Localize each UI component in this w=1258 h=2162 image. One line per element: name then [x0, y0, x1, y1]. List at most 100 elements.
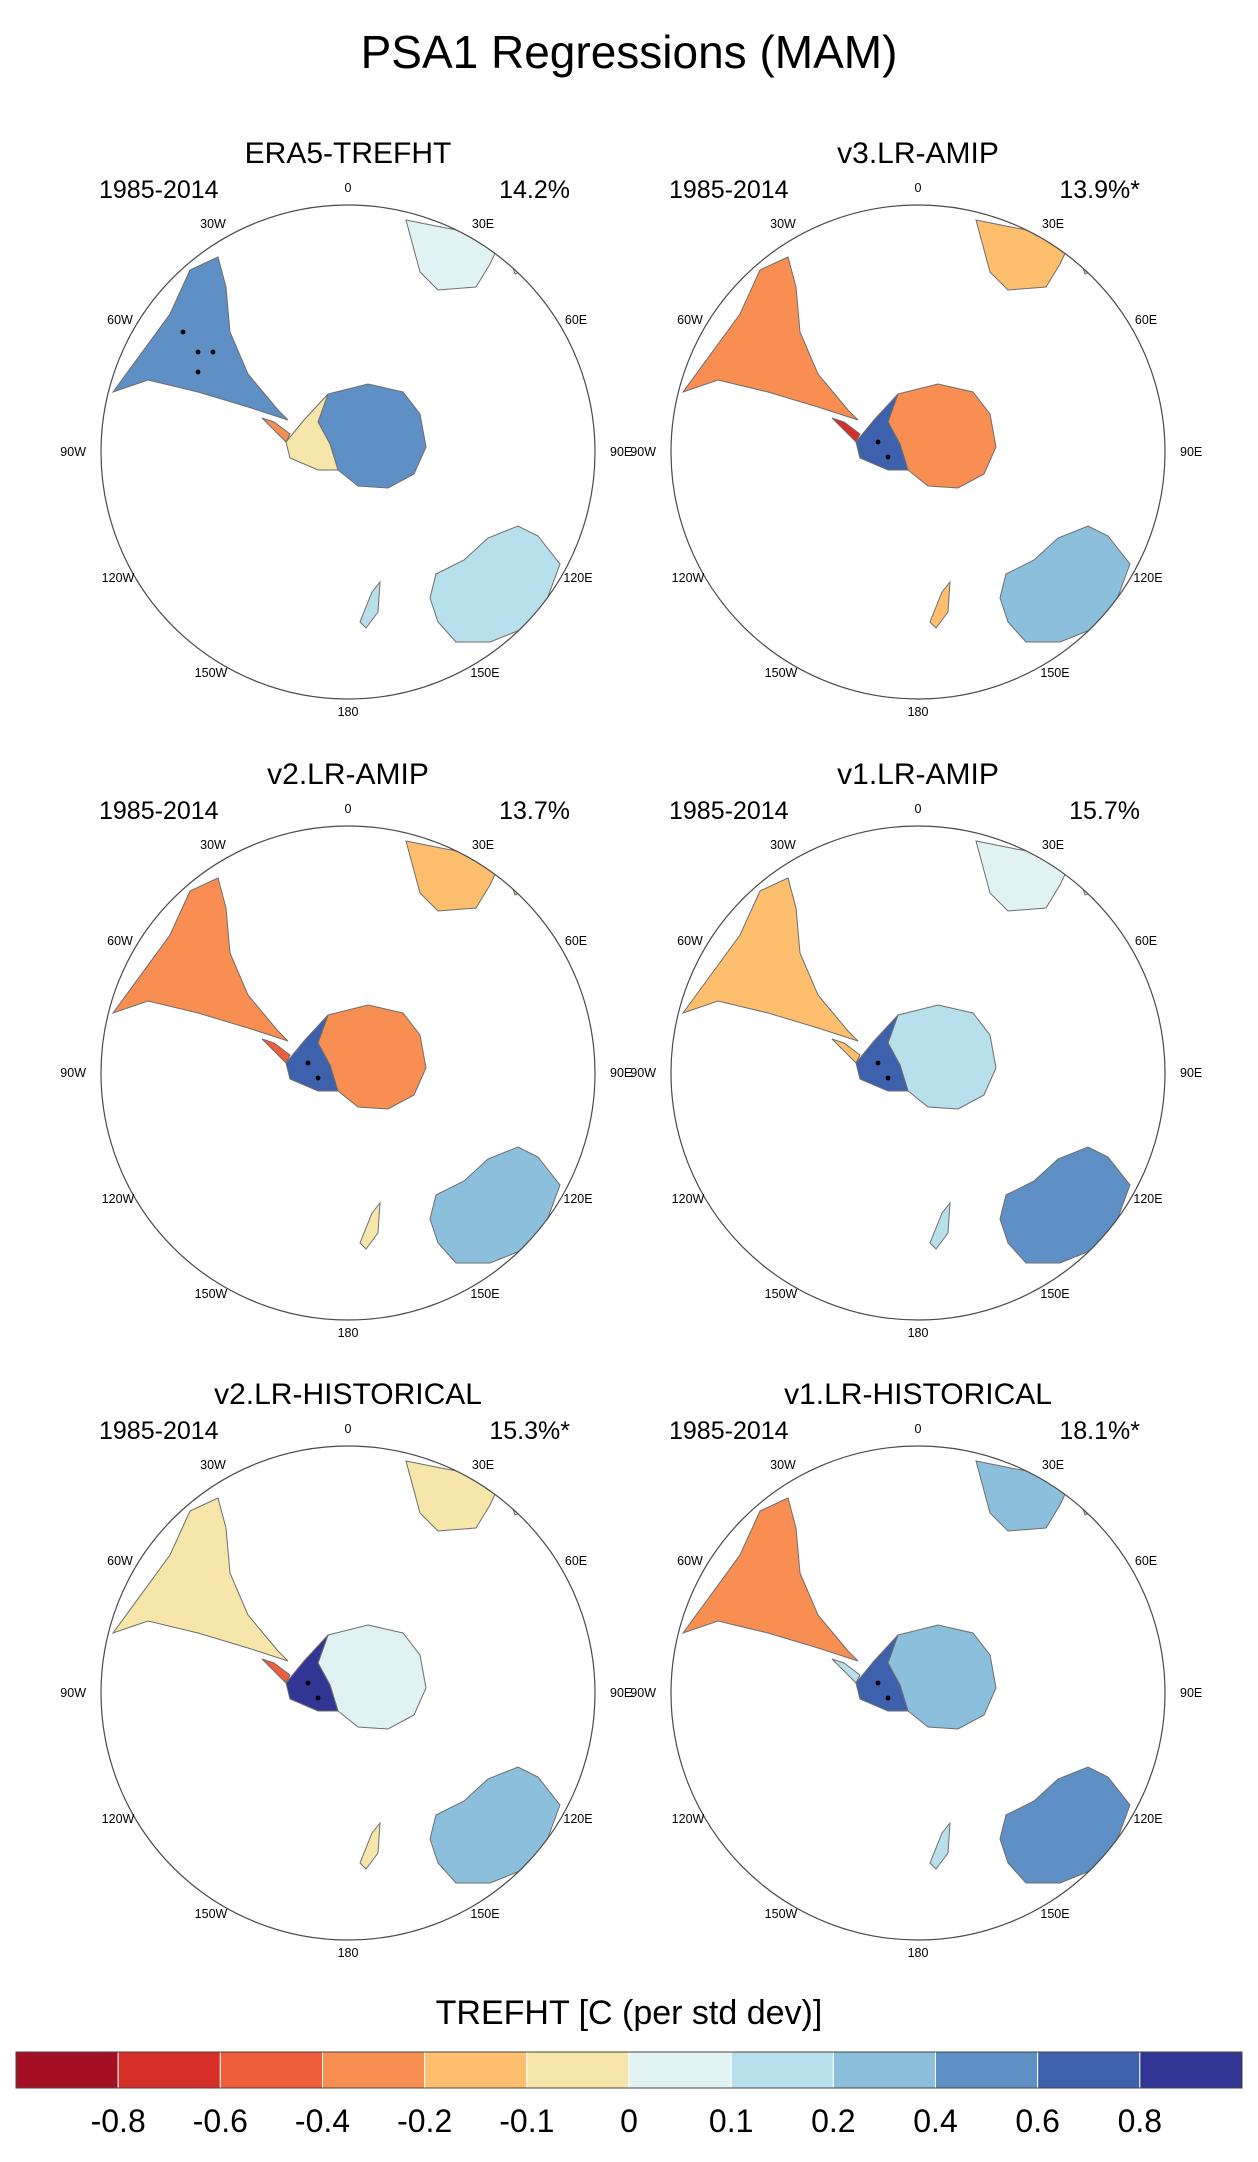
longitude-label: 90E	[1180, 1066, 1202, 1080]
longitude-label: 30W	[200, 217, 226, 231]
longitude-label: 90E	[610, 445, 632, 459]
colorbar-swatch	[322, 2051, 426, 2089]
longitude-label: 120W	[672, 1812, 705, 1826]
region-antarctica-east	[317, 1004, 427, 1110]
colorbar: TREFHT [C (per std dev)] -0.8 -0.6 -0.4 -0.…	[15, 1994, 1243, 2139]
map-panel-1: ERA5-TREFHT 1985-2014 14.2% 0 30E 60E 90E 120E 1…	[60, 137, 632, 719]
significance-dot	[875, 439, 881, 445]
longitude-label: 150E	[470, 1287, 499, 1301]
longitude-label: 0	[915, 802, 922, 816]
colorbar-swatch	[15, 2051, 119, 2089]
longitude-label: 90W	[60, 1066, 86, 1080]
colorbar-label: TREFHT [C (per std dev)]	[436, 1994, 823, 2032]
longitude-label: 90W	[630, 1066, 656, 1080]
map-panel-5: v2.LR-HISTORICAL 1985-2014 15.3%* 0 30E 60E 90…	[60, 1378, 632, 1960]
longitude-label: 90W	[630, 1686, 656, 1700]
longitude-label: 30E	[472, 217, 494, 231]
land-fields	[111, 840, 561, 1264]
panel-title: v1.LR-AMIP	[837, 758, 999, 791]
map-boundary	[670, 825, 1166, 1321]
longitude-label: 60E	[565, 1554, 587, 1568]
longitude-label: 120E	[563, 1812, 592, 1826]
region-new-zealand	[929, 1201, 951, 1250]
region-antarctica-west	[855, 1634, 909, 1712]
panel-period: 1985-2014	[99, 797, 219, 825]
panel-title: v2.LR-AMIP	[267, 758, 429, 791]
longitude-label: 30E	[472, 838, 494, 852]
region-antarctica-west	[855, 1014, 909, 1092]
longitude-label: 120E	[563, 1192, 592, 1206]
longitude-label: 0	[345, 1422, 352, 1436]
longitude-label: 120W	[102, 1192, 135, 1206]
region-new-zealand	[929, 1821, 951, 1870]
colorbar-tick-label: -0.4	[295, 2103, 350, 2139]
panel-period: 1985-2014	[99, 1417, 219, 1445]
map-boundary	[100, 204, 596, 700]
land-fields	[681, 840, 1131, 1264]
region-madagascar	[1080, 874, 1099, 896]
longitude-label: 180	[338, 1946, 359, 1960]
significance-dot	[875, 1680, 881, 1686]
longitude-label: 180	[908, 705, 929, 719]
longitude-label: 90W	[630, 445, 656, 459]
longitude-label: 30W	[770, 217, 796, 231]
region-madagascar	[510, 253, 529, 275]
longitude-label: 90E	[610, 1066, 632, 1080]
longitude-label: 120W	[672, 1192, 705, 1206]
region-australia	[999, 525, 1131, 643]
colorbar-tick-label: 0.4	[913, 2103, 957, 2139]
region-madagascar	[510, 1494, 529, 1516]
map-panel-2: v3.LR-AMIP 1985-2014 13.9%* 0 30E 60E 90E 120E 1…	[630, 137, 1202, 719]
panel-title: v1.LR-HISTORICAL	[784, 1378, 1052, 1411]
longitude-label: 150W	[765, 666, 798, 680]
region-madagascar	[1080, 1494, 1099, 1516]
region-antarctica-west	[285, 393, 339, 471]
longitude-label: 150W	[195, 666, 228, 680]
colorbar-swatch	[424, 2051, 528, 2089]
region-new-zealand	[359, 580, 381, 629]
longitude-label: 60W	[677, 313, 703, 327]
longitude-label: 30E	[1042, 838, 1064, 852]
panel-period: 1985-2014	[669, 176, 789, 204]
longitude-label: 150E	[470, 1907, 499, 1921]
region-south-america	[681, 256, 859, 421]
longitude-label: 150W	[195, 1287, 228, 1301]
longitude-label: 120W	[102, 1812, 135, 1826]
longitude-label: 90W	[60, 445, 86, 459]
significance-dot	[210, 349, 216, 355]
longitude-label: 0	[915, 1422, 922, 1436]
longitude-label: 120W	[672, 571, 705, 585]
panel-period: 1985-2014	[669, 1417, 789, 1445]
longitude-label: 150E	[1040, 1287, 1069, 1301]
region-antarctica-east	[887, 1004, 997, 1110]
longitude-label: 60W	[677, 934, 703, 948]
region-antarctica-east	[887, 383, 997, 489]
longitude-label: 30W	[200, 1458, 226, 1472]
significance-dot	[885, 1075, 891, 1081]
significance-dot	[885, 1695, 891, 1701]
longitude-label: 150W	[765, 1907, 798, 1921]
longitude-label: 60E	[565, 934, 587, 948]
region-antarctica-east	[887, 1624, 997, 1730]
region-south-america	[111, 256, 289, 421]
region-antarctic-peninsula	[831, 417, 861, 443]
region-new-zealand	[929, 580, 951, 629]
map-panel-4: v1.LR-AMIP 1985-2014 15.7% 0 30E 60E 90E 120E 15…	[630, 758, 1202, 1340]
significance-dot	[195, 369, 201, 375]
panel-variance: 15.3%*	[489, 1417, 570, 1445]
colorbar-tick-label: 0	[620, 2103, 638, 2139]
region-australia	[999, 1146, 1131, 1264]
longitude-label: 60W	[677, 1554, 703, 1568]
significance-dot	[315, 1075, 321, 1081]
panel-title: v3.LR-AMIP	[837, 137, 999, 170]
colorbar-frame	[15, 2051, 1243, 2089]
longitude-label: 120E	[1133, 1192, 1162, 1206]
colorbar-tick-label: 0.1	[709, 2103, 753, 2139]
longitude-label: 90W	[60, 1686, 86, 1700]
panel-variance: 13.7%	[499, 797, 570, 825]
colorbar-tick-label: -0.6	[193, 2103, 248, 2139]
region-new-zealand	[359, 1201, 381, 1250]
region-australia	[429, 1146, 561, 1264]
longitude-label: 120E	[1133, 1812, 1162, 1826]
colorbar-swatch	[832, 2051, 936, 2089]
